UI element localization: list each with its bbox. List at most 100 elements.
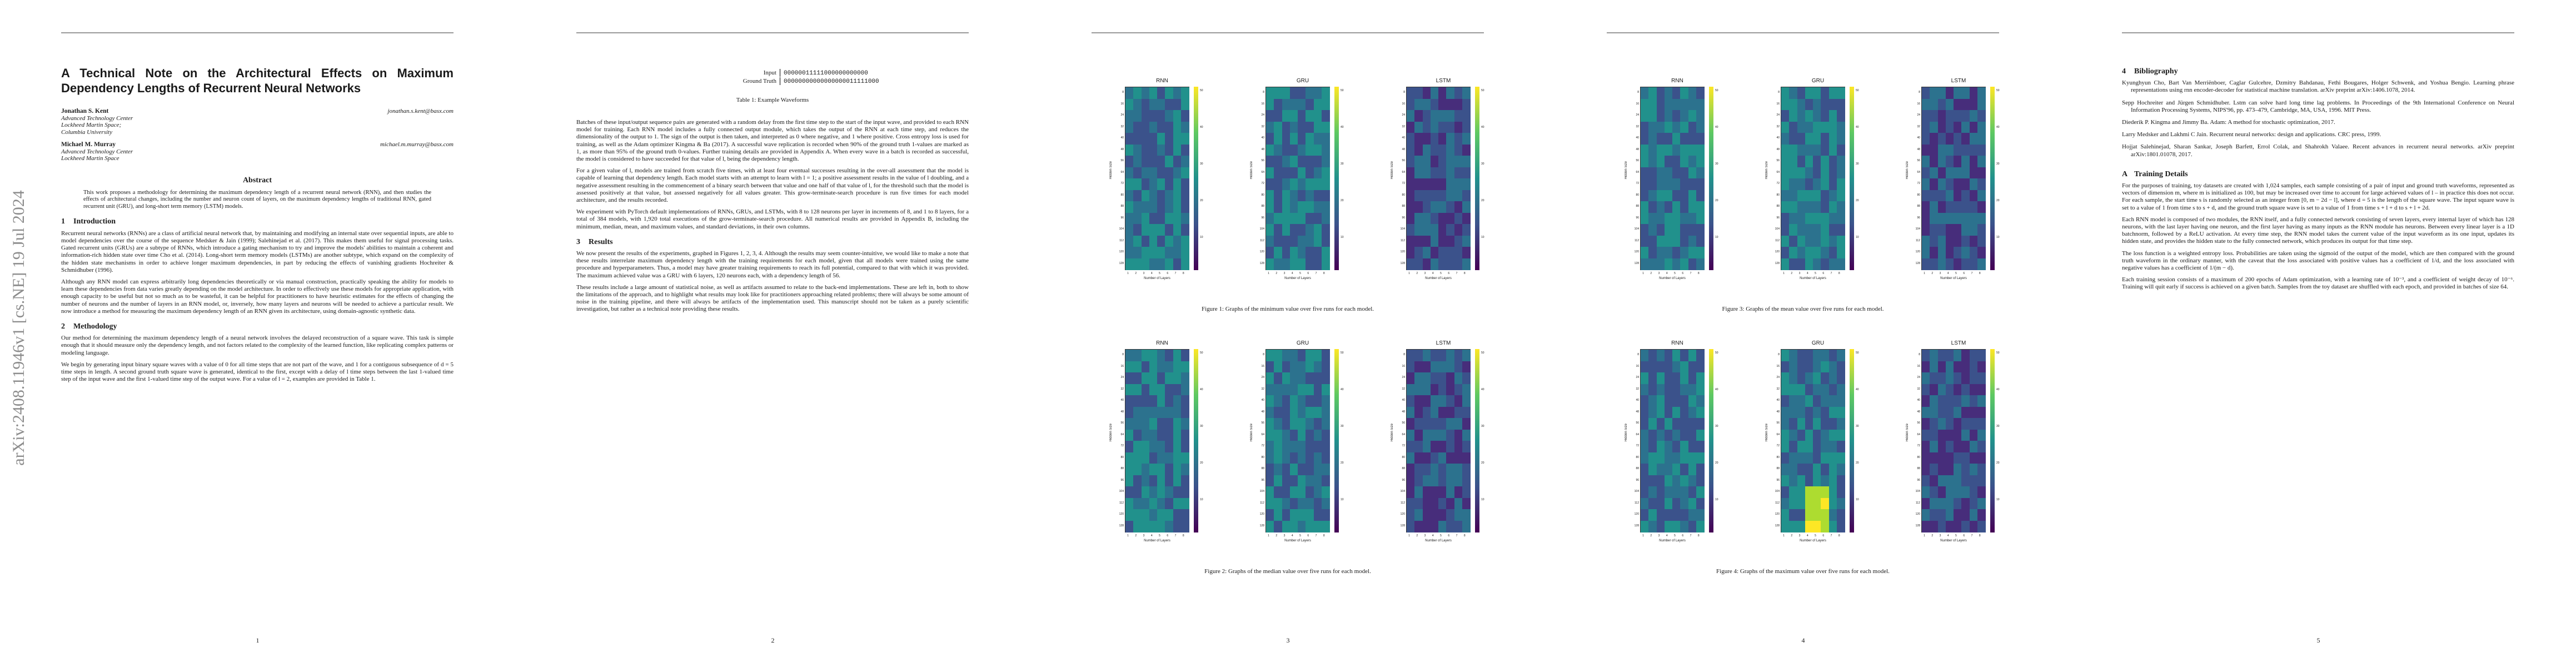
y-tick-label: 112 (1260, 501, 1264, 505)
heatmap-cell (1407, 429, 1415, 441)
heatmap-cell (1797, 475, 1806, 487)
heatmap-cell (1414, 395, 1423, 407)
bib-entry: Larry Medsker and Lakhmi C Jain. Recurre… (2122, 131, 2381, 138)
heatmap-cell (1149, 167, 1158, 179)
heatmap-cell (1446, 224, 1454, 236)
y-tick-label: 48 (1402, 147, 1405, 151)
paragraph: We now present the results of the experi… (576, 250, 969, 279)
heatmap-cell (1977, 121, 1986, 133)
heatmap-cell (1165, 361, 1173, 373)
heatmap-cell (1641, 384, 1649, 396)
heatmap-cell (1133, 418, 1142, 430)
heatmap-cell (1173, 361, 1182, 373)
y-tick-label: 8 (1919, 91, 1920, 94)
heatmap-cell (1321, 384, 1330, 396)
heatmap-cell (1407, 464, 1415, 475)
x-tick-label: 2 (1416, 272, 1418, 275)
heatmap-cell (1797, 190, 1806, 202)
author-email[interactable]: jonathan.s.kent@basx.com (387, 108, 454, 115)
heatmap-cell (1641, 258, 1649, 270)
heatmap-cell (1313, 441, 1322, 452)
y-tick-label: 16 (1261, 102, 1264, 106)
heatmap-cell (1321, 452, 1330, 464)
heatmap-cell (1641, 133, 1649, 145)
heatmap-cell (1313, 418, 1322, 430)
heatmap-cell (1688, 441, 1697, 452)
heatmap-cell (1696, 441, 1705, 452)
heatmap-cell (1813, 372, 1821, 384)
bib-entry: Kyunghyun Cho, Bart Van Merriënboer, Cag… (2122, 79, 2514, 94)
heatmap-cell (1977, 520, 1986, 532)
y-tick-label: 72 (1917, 444, 1920, 448)
paragraph: For a given value of l, models are train… (576, 167, 969, 204)
heatmap-cell (1813, 406, 1821, 419)
y-tick-label: 112 (1401, 501, 1405, 505)
heatmap-cell (1266, 224, 1274, 236)
colorbar-tick: 40 (1200, 388, 1203, 391)
heatmap-cell (1805, 497, 1813, 510)
y-tick-label: 96 (1636, 478, 1639, 482)
heatmap-cell (1789, 224, 1797, 236)
heatmap-cell (1422, 406, 1431, 419)
heatmap-cell (1672, 144, 1681, 156)
heatmap-cell (1930, 395, 1938, 407)
heatmap-cell (1157, 258, 1165, 270)
heatmap-cell (1688, 520, 1697, 532)
y-tick-label: 24 (1776, 113, 1780, 117)
y-tick-label: 104 (1775, 227, 1780, 231)
heatmap-cell (1454, 350, 1463, 361)
heatmap-cell (1977, 372, 1986, 384)
x-tick-label: 6 (1822, 534, 1825, 537)
heatmap-cell (1422, 520, 1431, 532)
heatmap-cell (1977, 201, 1986, 213)
heatmap-cell (1438, 372, 1447, 384)
y-tick-label: 88 (1120, 467, 1124, 471)
y-tick-label: 120 (1400, 250, 1405, 254)
x-tick-label: 7 (1456, 272, 1458, 275)
y-tick-label: 8 (1403, 353, 1405, 357)
heatmap-cell (1125, 406, 1134, 419)
heatmap-cell (1696, 110, 1705, 122)
heatmap-cell (1430, 258, 1439, 270)
heatmap-cell (1688, 258, 1697, 270)
heatmap-cell (1945, 156, 1954, 167)
x-axis-label: Number of Layers (1284, 539, 1311, 542)
x-tick-label: 5 (1955, 272, 1957, 275)
x-tick-label: 6 (1448, 534, 1450, 537)
heatmap-cell (1313, 486, 1322, 498)
heatmap-cell (1289, 406, 1298, 419)
heatmap-cell (1954, 178, 1962, 190)
heatmap-cell (1656, 201, 1665, 213)
heatmap-cell (1149, 497, 1158, 510)
heatmap-cell (1680, 156, 1688, 167)
heatmap-cell (1173, 247, 1182, 258)
heatmap-cell (1969, 178, 1978, 190)
heatmap-cell (1641, 167, 1649, 179)
paragraph: The loss function is a weighted entropy … (2122, 250, 2514, 272)
heatmap-cell (1306, 212, 1314, 225)
heatmap-cell (1462, 509, 1471, 521)
heatmap-cell (1180, 520, 1189, 532)
heatmap-cell (1828, 350, 1837, 361)
heatmap-cell (1664, 190, 1673, 202)
y-tick-label: 128 (1400, 261, 1405, 265)
heatmap-cell (1680, 201, 1688, 213)
y-axis-label: Hidden Size (1391, 161, 1394, 180)
y-tick-label: 120 (1775, 512, 1780, 516)
x-tick-label: 6 (1307, 534, 1309, 537)
x-tick-label: 2 (1416, 534, 1418, 537)
x-tick-label: 2 (1791, 272, 1793, 275)
heatmap-cell (1696, 429, 1705, 441)
heatmap-cell (1945, 224, 1954, 236)
colorbar-tick: 10 (1996, 498, 2000, 501)
colorbar-tick: 30 (1200, 425, 1203, 428)
x-tick-label: 1 (1408, 534, 1410, 537)
heatmap-cell (1289, 133, 1298, 145)
y-tick-label: 32 (1636, 387, 1639, 391)
heatmap-cell (1648, 167, 1657, 179)
heatmap-panel: RNN Hidden Size 8 16 24 32 40 48 56 64 72 80 88 96 104… (1109, 340, 1215, 563)
author-email[interactable]: michael.m.murray@basx.com (380, 141, 454, 148)
heatmap-cell (1977, 464, 1986, 475)
heatmap-cell (1454, 167, 1463, 179)
heatmap-cell (1688, 429, 1697, 441)
